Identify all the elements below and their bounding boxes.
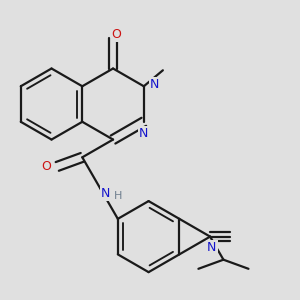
- Text: N: N: [207, 242, 217, 254]
- Text: O: O: [112, 28, 122, 41]
- Text: N: N: [150, 78, 159, 91]
- Text: N: N: [139, 127, 148, 140]
- Text: N: N: [101, 187, 110, 200]
- Text: H: H: [114, 191, 123, 201]
- Text: O: O: [42, 160, 52, 173]
